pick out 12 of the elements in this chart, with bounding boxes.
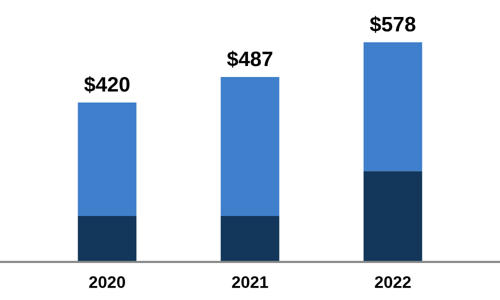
annotation: $420 [84, 76, 130, 94]
bar [78, 216, 136, 262]
annotation: $487 [227, 50, 272, 68]
bar [78, 102, 136, 216]
bar [364, 171, 422, 262]
bar [220, 216, 280, 262]
bar [364, 42, 422, 172]
bar [220, 76, 280, 216]
x-tick-label: 2021 [232, 276, 268, 288]
x-tick-label: 2020 [89, 276, 125, 288]
x-tick-label: 2022 [374, 276, 411, 288]
annotation: $578 [370, 16, 416, 33]
